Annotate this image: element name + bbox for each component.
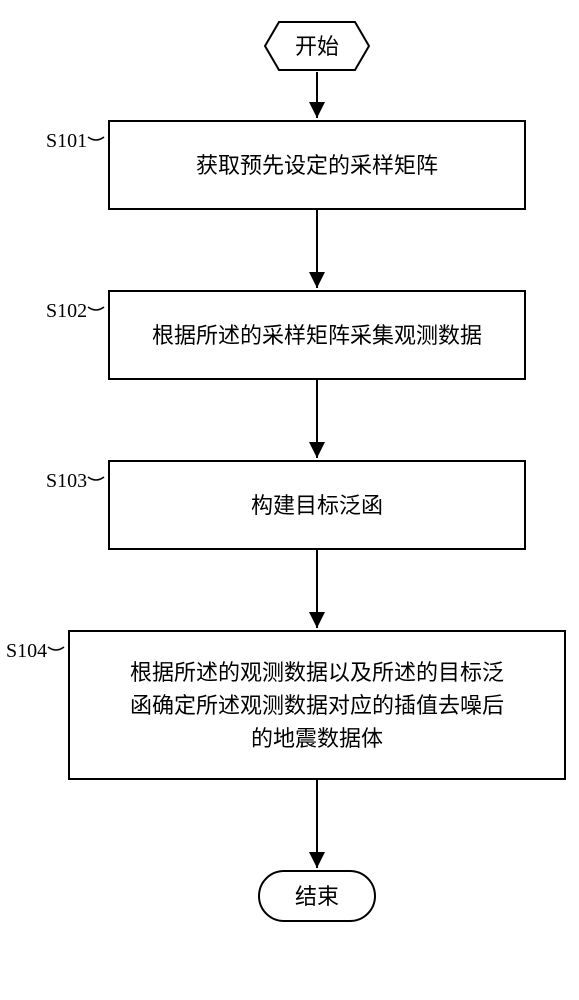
terminal-start: 开始 — [263, 20, 371, 72]
process-s103-text: 构建目标泛函 — [239, 489, 395, 522]
process-s102: 根据所述的采样矩阵采集观测数据 — [108, 290, 526, 380]
process-s101-text: 获取预先设定的采样矩阵 — [184, 149, 450, 182]
step-label-s101-text: S101 — [46, 130, 87, 152]
step-label-s101: S101 — [46, 130, 106, 153]
flowchart-canvas: 开始 获取预先设定的采样矩阵 根据所述的采样矩阵采集观测数据 构建目标泛函 根据… — [0, 0, 579, 1000]
step-label-s104: S104 — [6, 640, 66, 663]
process-s103: 构建目标泛函 — [108, 460, 526, 550]
process-s102-text: 根据所述的采样矩阵采集观测数据 — [140, 319, 494, 352]
step-label-s102: S102 — [46, 300, 106, 323]
process-s104-text: 根据所述的观测数据以及所述的目标泛 函确定所述观测数据对应的插值去噪后 的地震数… — [114, 656, 520, 755]
terminal-end: 结束 — [258, 870, 376, 922]
step-label-s104-text: S104 — [6, 640, 47, 662]
process-s104: 根据所述的观测数据以及所述的目标泛 函确定所述观测数据对应的插值去噪后 的地震数… — [68, 630, 566, 780]
terminal-start-text: 开始 — [295, 30, 339, 63]
step-label-s103: S103 — [46, 470, 106, 493]
process-s101: 获取预先设定的采样矩阵 — [108, 120, 526, 210]
step-label-s103-text: S103 — [46, 470, 87, 492]
step-label-s102-text: S102 — [46, 300, 87, 322]
terminal-end-text: 结束 — [295, 880, 339, 913]
